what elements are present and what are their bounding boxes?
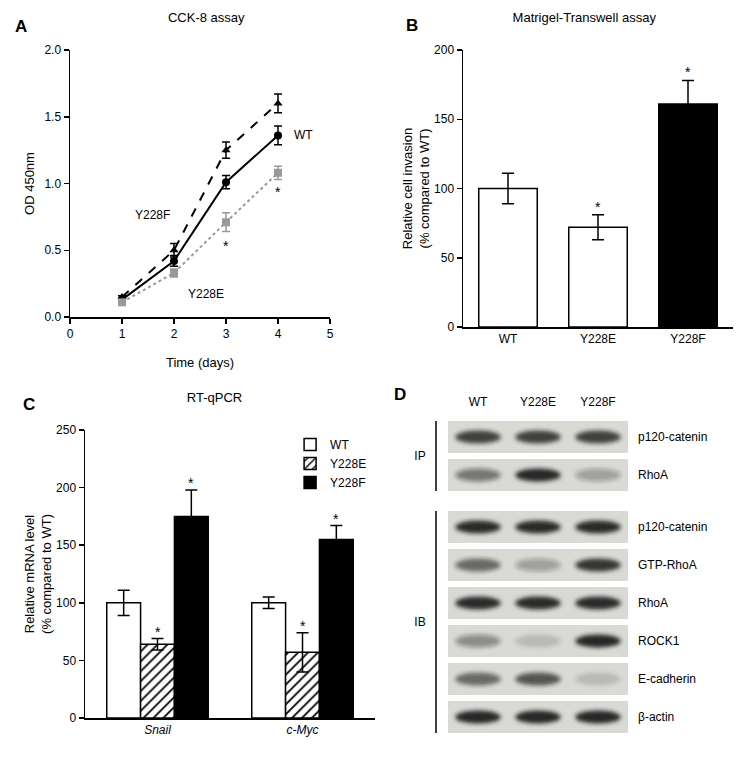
svg-text:3: 3 [223,327,230,341]
svg-text:Y228F: Y228F [670,332,705,346]
svg-text:β-actin: β-actin [638,710,674,724]
svg-text:50: 50 [441,251,455,265]
svg-text:1: 1 [119,327,126,341]
svg-text:RT-qPCR: RT-qPCR [187,390,242,405]
svg-text:4: 4 [275,327,282,341]
svg-text:D: D [394,385,406,404]
svg-text:WT: WT [469,395,488,409]
svg-text:*: * [155,624,161,640]
svg-text:IB: IB [414,615,425,629]
svg-text:WT: WT [330,438,349,452]
svg-text:*: * [223,238,229,254]
svg-text:*: * [333,511,339,527]
svg-text:0: 0 [67,327,74,341]
svg-text:Y228F: Y228F [330,476,365,490]
svg-text:RhoA: RhoA [638,468,668,482]
svg-text:B: B [406,16,418,35]
svg-text:100: 100 [56,596,76,610]
svg-text:2.0: 2.0 [44,43,61,57]
svg-text:Matrigel-Transwell assay: Matrigel-Transwell assay [513,10,657,25]
svg-text:150: 150 [434,112,454,126]
svg-text:2: 2 [171,327,178,341]
svg-text:Relative mRNA level(% compared: Relative mRNA level(% compared to WT) [22,514,54,634]
svg-text:200: 200 [56,481,76,495]
svg-text:IP: IP [414,449,425,463]
svg-text:1.0: 1.0 [44,177,61,191]
svg-text:100: 100 [434,182,454,196]
svg-text:50: 50 [63,654,77,668]
svg-text:E-cadherin: E-cadherin [638,672,696,686]
svg-text:150: 150 [56,538,76,552]
svg-text:Y228F: Y228F [580,395,615,409]
svg-text:200: 200 [434,43,454,57]
svg-text:*: * [595,199,601,215]
svg-text:5: 5 [327,327,334,341]
svg-text:Y228E: Y228E [580,332,616,346]
svg-text:250: 250 [56,423,76,437]
svg-text:Y228F: Y228F [135,208,170,222]
svg-text:OD 450nm: OD 450nm [22,152,37,215]
svg-text:Y228E: Y228E [520,395,556,409]
svg-text:WT: WT [294,128,313,142]
svg-text:Snail: Snail [144,723,171,737]
svg-text:Y228E: Y228E [330,457,366,471]
svg-text:c-Myc: c-Myc [287,723,319,737]
svg-text:p120-catenin: p120-catenin [638,520,707,534]
svg-text:GTP-RhoA: GTP-RhoA [638,558,697,572]
svg-text:*: * [275,184,281,200]
svg-text:CCK-8 assay: CCK-8 assay [168,10,245,25]
svg-text:Y228E: Y228E [188,287,224,301]
svg-text:0.0: 0.0 [44,310,61,324]
svg-text:RhoA: RhoA [638,596,668,610]
svg-text:A: A [15,17,27,36]
svg-text:0: 0 [69,711,76,725]
svg-text:p120-catenin: p120-catenin [638,430,707,444]
svg-text:0.5: 0.5 [44,243,61,257]
svg-text:Time (days): Time (days) [166,355,234,370]
svg-text:0: 0 [447,320,454,334]
svg-text:WT: WT [499,332,518,346]
svg-text:C: C [23,395,35,414]
svg-text:*: * [685,64,691,80]
svg-text:ROCK1: ROCK1 [638,634,680,648]
svg-text:Relative cell invasion(% compa: Relative cell invasion(% compared to WT) [400,128,432,249]
svg-text:*: * [300,618,306,634]
svg-text:1.5: 1.5 [44,110,61,124]
svg-text:*: * [188,475,194,491]
